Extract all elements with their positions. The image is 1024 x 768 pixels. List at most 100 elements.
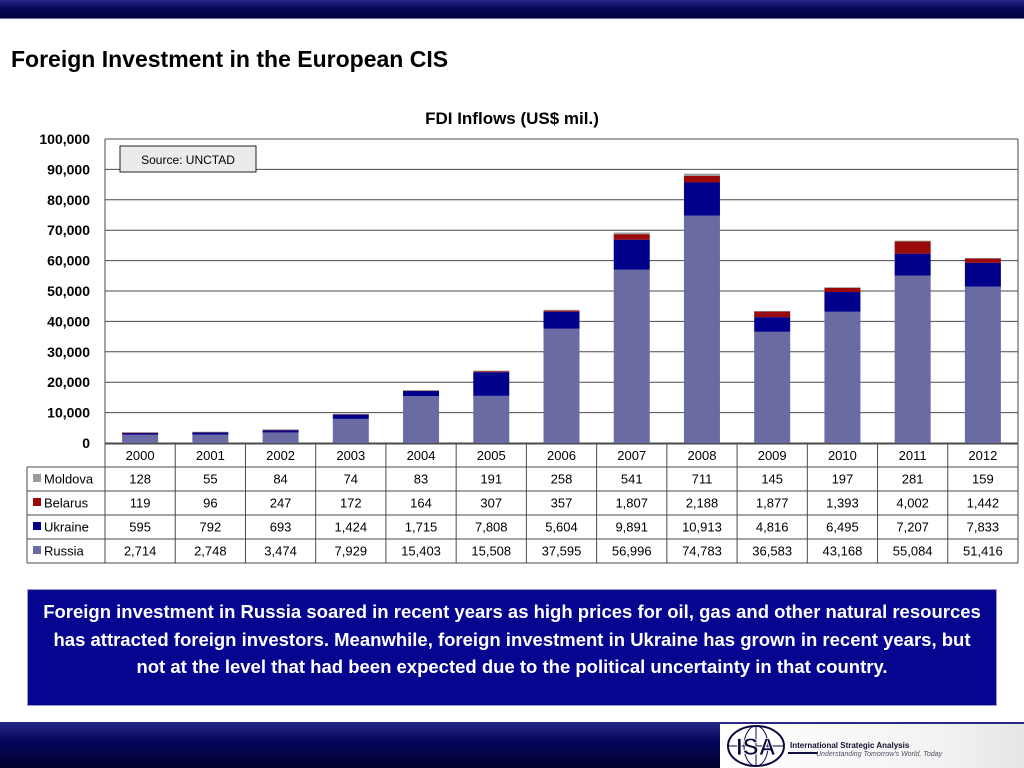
logo-mark-text: ISA xyxy=(736,734,776,761)
bar-segment-belarus xyxy=(262,429,299,431)
bar-segment-moldova xyxy=(403,390,440,391)
table-cell: 541 xyxy=(621,472,643,487)
table-cell: 2,748 xyxy=(194,544,227,559)
table-cell: 1,393 xyxy=(826,496,859,511)
category-label: 2001 xyxy=(196,448,225,463)
legend-label: Russia xyxy=(44,544,85,559)
bar-segment-belarus xyxy=(964,258,1001,263)
table-cell: 307 xyxy=(480,496,502,511)
legend-label: Ukraine xyxy=(44,520,89,535)
table-cell: 281 xyxy=(902,472,924,487)
y-tick-label: 60,000 xyxy=(47,253,90,269)
table-cell: 6,495 xyxy=(826,520,859,535)
bar-segment-belarus xyxy=(683,175,720,183)
bar-segment-ukraine xyxy=(262,430,299,433)
logo-divider xyxy=(788,752,818,754)
table-cell: 164 xyxy=(410,496,432,511)
table-cell: 37,595 xyxy=(542,544,582,559)
y-tick-label: 40,000 xyxy=(47,313,90,329)
table-cell: 2,714 xyxy=(124,544,157,559)
table-cell: 2,188 xyxy=(686,496,719,511)
y-tick-label: 90,000 xyxy=(47,161,90,177)
bar-segment-russia xyxy=(683,215,720,443)
category-label: 2010 xyxy=(828,448,857,463)
legend-swatch xyxy=(33,522,41,530)
y-tick-label: 0 xyxy=(82,435,90,451)
bar-segment-russia xyxy=(332,418,369,443)
table-cell: 36,583 xyxy=(752,544,792,559)
category-label: 2009 xyxy=(758,448,787,463)
table-cell: 145 xyxy=(761,472,783,487)
bar-segment-belarus xyxy=(122,432,159,434)
category-label: 2004 xyxy=(407,448,436,463)
table-cell: 96 xyxy=(203,496,217,511)
table-cell: 51,416 xyxy=(963,544,1003,559)
y-tick-label: 70,000 xyxy=(47,222,90,238)
bar-segment-ukraine xyxy=(964,262,1001,287)
table-cell: 1,424 xyxy=(335,520,368,535)
table-cell: 84 xyxy=(273,472,287,487)
table-cell: 258 xyxy=(551,472,573,487)
bar-segment-belarus xyxy=(754,311,791,318)
source-note: Source: UNCTAD xyxy=(119,145,257,173)
table-cell: 1,442 xyxy=(967,496,1000,511)
table-cell: 1,877 xyxy=(756,496,789,511)
table-cell: 191 xyxy=(480,472,502,487)
bar-segment-belarus xyxy=(894,241,931,254)
bar-segment-moldova xyxy=(473,370,510,372)
category-label: 2000 xyxy=(126,448,155,463)
bar-segment-ukraine xyxy=(473,372,510,396)
bar-segment-ukraine xyxy=(613,239,650,270)
table-cell: 128 xyxy=(129,472,151,487)
legend-swatch xyxy=(33,546,41,554)
table-cell: 1,715 xyxy=(405,520,438,535)
bar-segment-russia xyxy=(122,434,159,443)
legend-label: Moldova xyxy=(44,472,94,487)
bar-segment-moldova xyxy=(122,432,159,433)
bar-segment-moldova xyxy=(894,240,931,242)
y-tick-label: 30,000 xyxy=(47,344,90,360)
table-cell: 7,833 xyxy=(967,520,1000,535)
category-label: 2002 xyxy=(266,448,295,463)
table-cell: 197 xyxy=(832,472,854,487)
caption-box: Foreign investment in Russia soared in r… xyxy=(27,589,997,706)
bar-segment-moldova xyxy=(543,309,580,311)
table-cell: 4,002 xyxy=(896,496,929,511)
chart-title: FDI Inflows (US$ mil.) xyxy=(425,109,599,128)
table-cell: 56,996 xyxy=(612,544,652,559)
bar-segment-belarus xyxy=(543,310,580,312)
y-tick-label: 100,000 xyxy=(39,131,90,147)
category-label: 2005 xyxy=(477,448,506,463)
logo-panel: ISA International Strategic Analysis Und… xyxy=(720,724,1024,768)
table-cell: 7,929 xyxy=(335,544,368,559)
category-label: 2006 xyxy=(547,448,576,463)
bar-segment-russia xyxy=(824,311,861,443)
logo-tagline: Understanding Tomorrow's World, Today xyxy=(816,751,943,758)
bar-segment-moldova xyxy=(683,173,720,176)
bar-segment-russia xyxy=(543,328,580,443)
table-cell: 10,913 xyxy=(682,520,722,535)
y-tick-label: 50,000 xyxy=(47,283,90,299)
y-tick-label: 10,000 xyxy=(47,405,90,421)
bar-segment-belarus xyxy=(613,234,650,240)
bar-segment-russia xyxy=(894,275,931,443)
legend-swatch xyxy=(33,474,41,482)
bar-segment-russia xyxy=(473,395,510,443)
table-cell: 693 xyxy=(270,520,292,535)
table-cell: 357 xyxy=(551,496,573,511)
caption-text: Foreign investment in Russia soared in r… xyxy=(43,601,981,677)
table-cell: 43,168 xyxy=(823,544,863,559)
category-label: 2011 xyxy=(899,448,927,463)
logo-name: International Strategic Analysis xyxy=(790,741,910,750)
table-cell: 1,807 xyxy=(615,496,648,511)
category-label: 2012 xyxy=(968,448,997,463)
table-cell: 4,816 xyxy=(756,520,789,535)
table-cell: 55 xyxy=(203,472,217,487)
bar-segment-russia xyxy=(754,331,791,443)
table-cell: 55,084 xyxy=(893,544,933,559)
table-cell: 83 xyxy=(414,472,428,487)
table-cell: 792 xyxy=(199,520,221,535)
category-label: 2003 xyxy=(336,448,365,463)
bar-segment-ukraine xyxy=(543,311,580,329)
table-cell: 172 xyxy=(340,496,362,511)
